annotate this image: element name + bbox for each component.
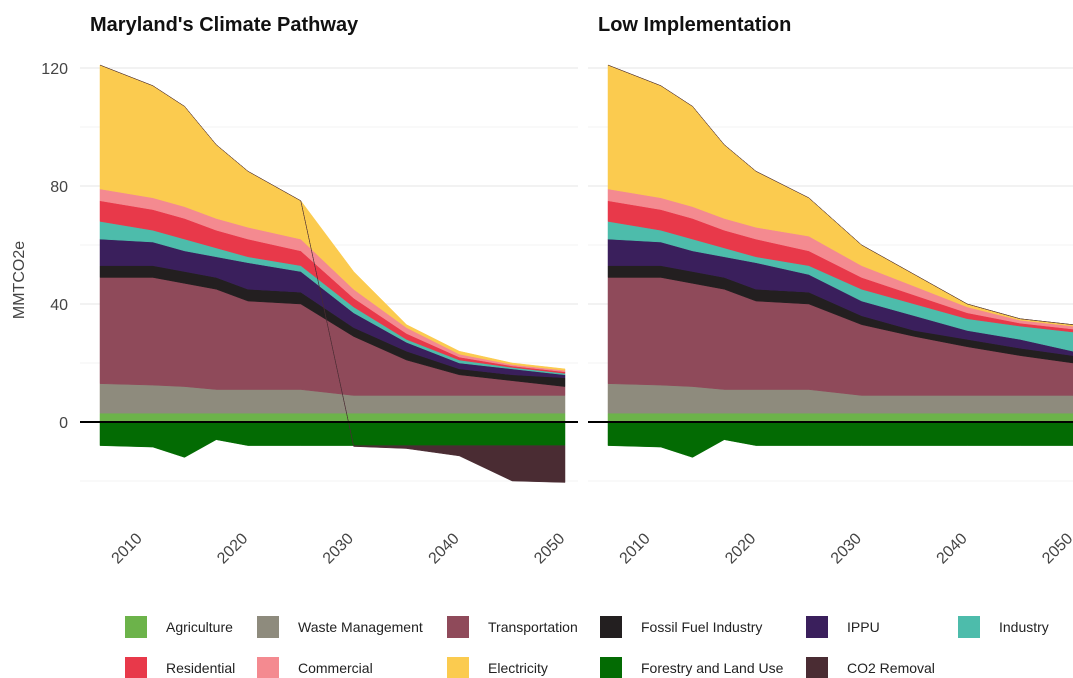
legend-label: CO2 Removal — [847, 660, 935, 676]
area — [99, 64, 566, 483]
legend-swatch — [806, 616, 828, 638]
area — [607, 421, 1073, 458]
x-tick-label: 2040 — [934, 530, 971, 567]
legend-label: Waste Management — [298, 619, 423, 635]
x-tick-label: 2040 — [426, 530, 463, 567]
y-tick-label: 0 — [59, 415, 68, 432]
legend-swatch — [447, 657, 469, 678]
y-axis-label: MMTCO2e — [11, 241, 28, 319]
chart-title: Low Implementation — [598, 14, 791, 36]
area — [99, 412, 566, 423]
area — [607, 64, 1073, 325]
legend-label: Electricity — [488, 660, 548, 676]
legend-label: Transportation — [488, 619, 578, 635]
legend-label: IPPU — [847, 619, 880, 635]
y-tick-label: 120 — [41, 61, 68, 78]
legend-swatch — [600, 657, 622, 678]
legend-swatch — [257, 657, 279, 678]
legend-swatch — [257, 616, 279, 638]
legend-swatch — [806, 657, 828, 678]
x-tick-label: 2030 — [828, 530, 865, 567]
x-tick-label: 2010 — [108, 530, 145, 567]
area — [607, 412, 1073, 423]
x-tick-label: 2050 — [531, 530, 568, 567]
legend-label: Agriculture — [166, 619, 233, 635]
x-tick-label: 2020 — [722, 530, 759, 567]
legend-label: Fossil Fuel Industry — [641, 619, 762, 635]
legend-label: Industry — [999, 619, 1049, 635]
x-tick-label: 2050 — [1039, 530, 1073, 567]
legend-swatch — [958, 616, 980, 638]
legend-swatch — [125, 657, 147, 678]
x-tick-label: 2030 — [320, 530, 357, 567]
legend-swatch — [600, 616, 622, 638]
y-tick-label: 80 — [50, 179, 68, 196]
x-tick-label: 2010 — [616, 530, 653, 567]
chart-title: Maryland's Climate Pathway — [90, 14, 359, 36]
x-tick-label: 2020 — [214, 530, 251, 567]
legend-swatch — [125, 616, 147, 638]
legend-label: Forestry and Land Use — [641, 660, 784, 676]
legend-label: Commercial — [298, 660, 373, 676]
legend-swatch — [447, 616, 469, 638]
y-tick-label: 40 — [50, 297, 68, 314]
legend-label: Residential — [166, 660, 235, 676]
